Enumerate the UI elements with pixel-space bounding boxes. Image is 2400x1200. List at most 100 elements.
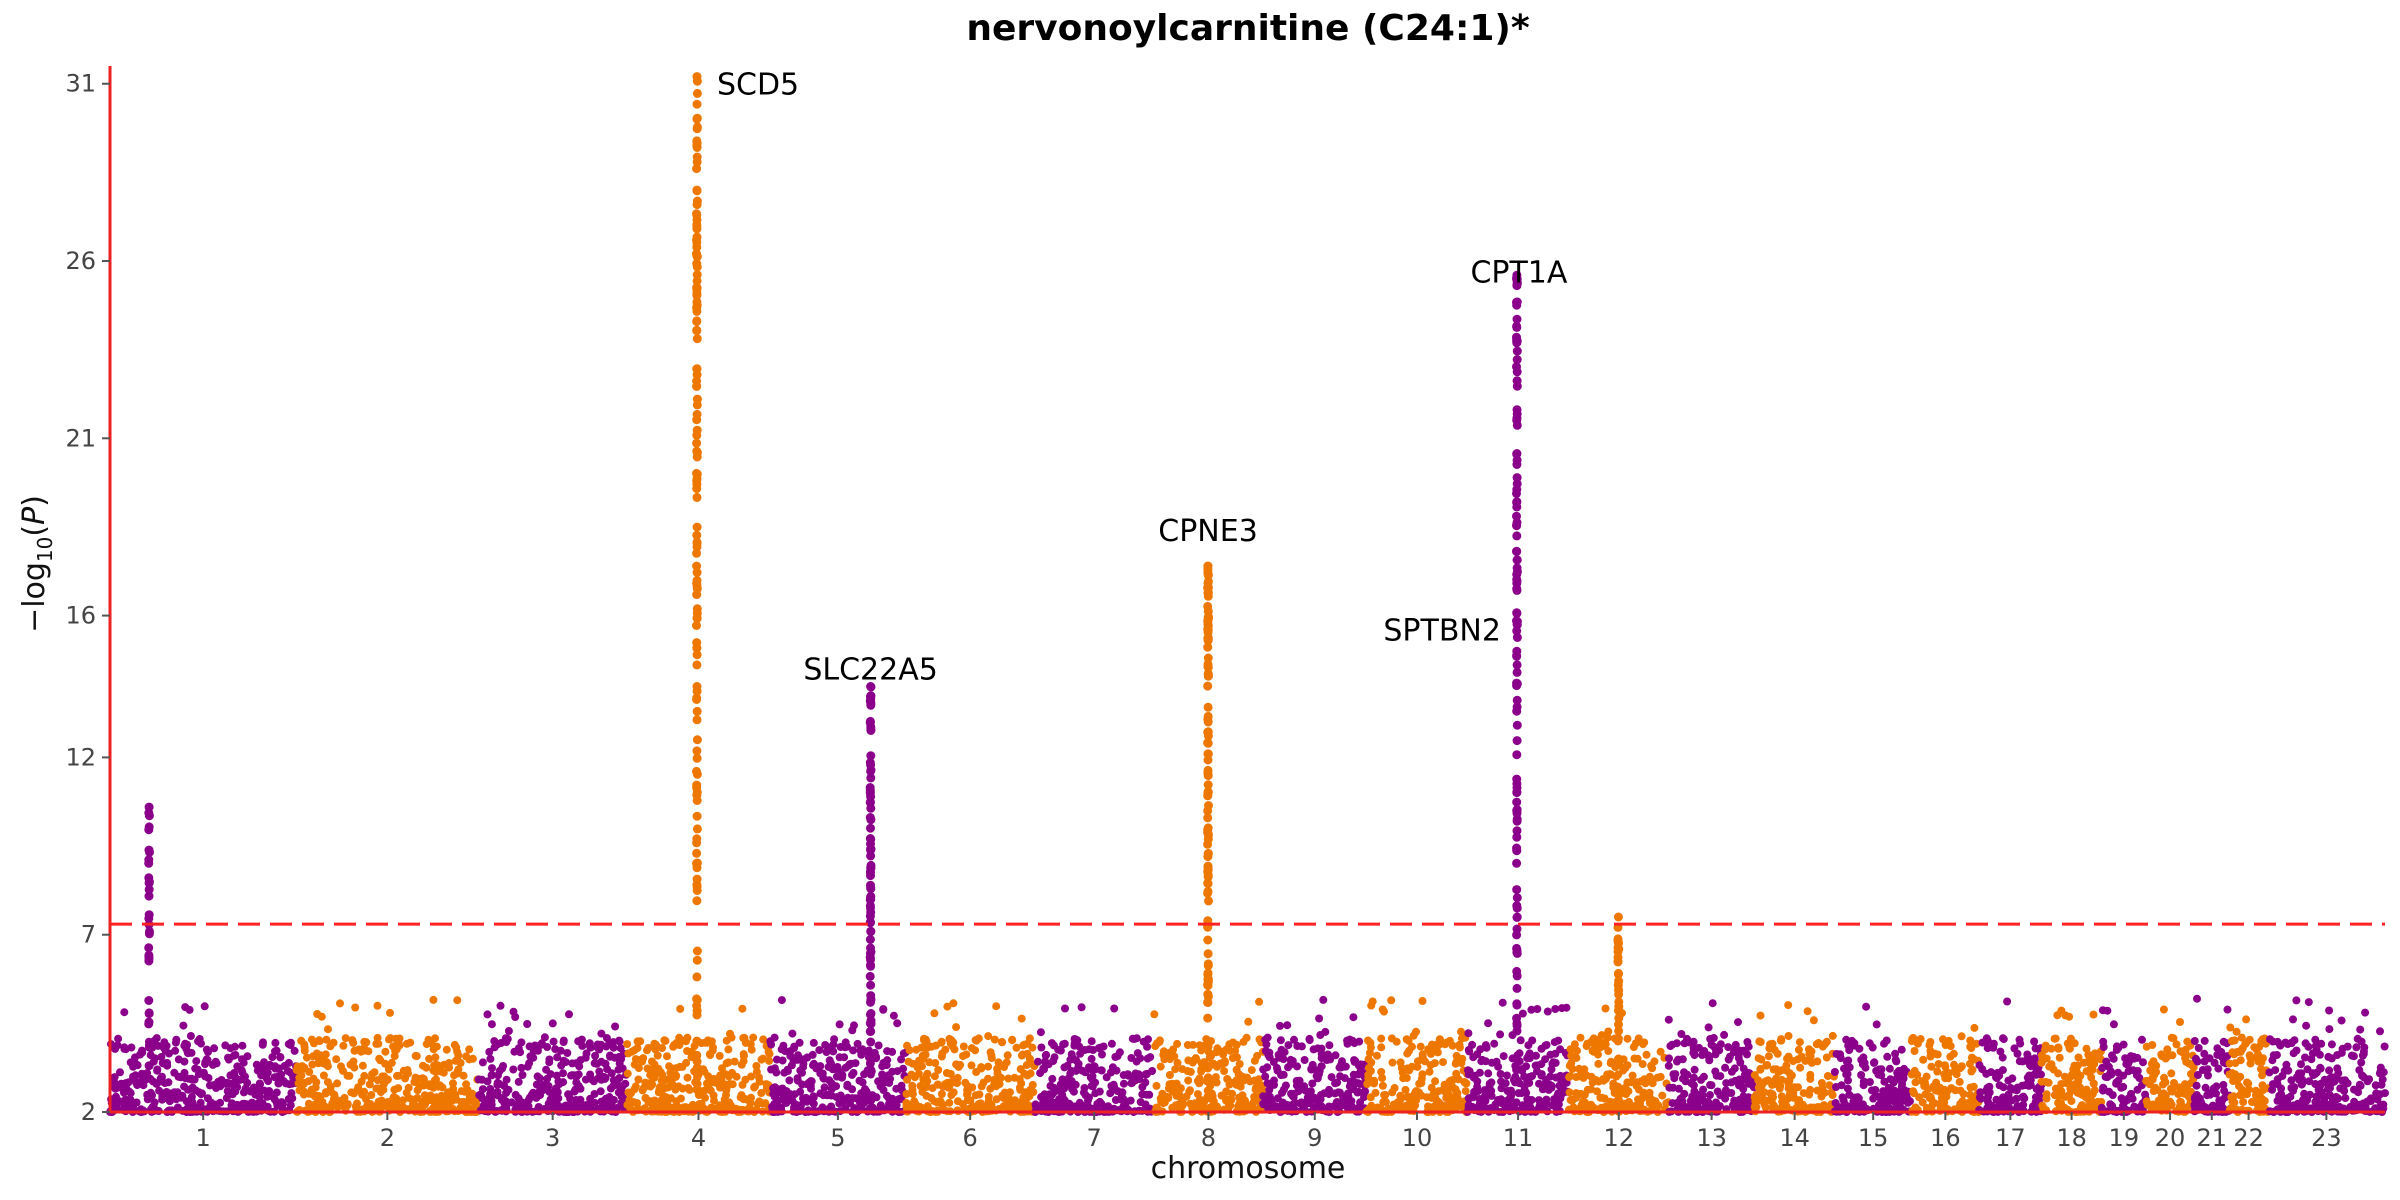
snp-point [1195, 1074, 1204, 1083]
snp-point [1087, 1037, 1096, 1046]
snp-point [304, 1089, 313, 1098]
peak-chr4-SCD5 [692, 72, 702, 1094]
snp-point [238, 1041, 247, 1050]
snp-point [1315, 1014, 1324, 1023]
snp-point [339, 1041, 348, 1050]
snp-point [623, 1040, 632, 1049]
snp-point [305, 1067, 314, 1076]
snp-point [1036, 1069, 1045, 1078]
snp-point [2258, 1081, 2267, 1090]
snp-point [384, 1065, 393, 1074]
snp-point [858, 1045, 867, 1054]
snp-point [692, 334, 702, 344]
snp-point [670, 1041, 679, 1049]
snp-point [737, 1060, 746, 1069]
snp-point [445, 1059, 454, 1067]
snp-point [1546, 1050, 1555, 1059]
snp-point [609, 1043, 618, 1052]
snp-point [295, 1086, 304, 1095]
snp-point [420, 1091, 429, 1100]
snp-point [1721, 1063, 1730, 1072]
chart-title: nervonoylcarnitine (C24:1)* [966, 8, 1530, 49]
snp-point [2357, 1058, 2366, 1067]
snp-point [2361, 1008, 2370, 1017]
snp-point [179, 1021, 188, 1030]
snp-point [171, 1038, 180, 1047]
snp-point [1061, 1004, 1069, 1013]
snp-point [692, 200, 702, 210]
snp-point [751, 1082, 759, 1091]
snp-point [2074, 1053, 2083, 1062]
snp-point [2089, 1010, 2098, 1019]
snp-point [2275, 1092, 2284, 1100]
snp-point [1496, 1030, 1505, 1039]
snp-point [386, 1034, 395, 1043]
snp-point [349, 1038, 358, 1047]
snp-point [288, 1094, 297, 1103]
snp-point [832, 1093, 841, 1102]
snp-point [1623, 1078, 1632, 1087]
snp-point [1806, 1074, 1815, 1083]
snp-point [1119, 1079, 1128, 1088]
snp-point [144, 878, 154, 888]
snp-point [710, 1096, 718, 1105]
snp-point [553, 1053, 562, 1062]
snp-point [1787, 1071, 1796, 1080]
snp-point [2044, 1078, 2053, 1087]
snp-point [1689, 1037, 1698, 1046]
snp-point [984, 1074, 992, 1083]
snp-point [372, 1084, 381, 1093]
snp-point [1868, 1043, 1877, 1052]
snp-point [1465, 1067, 1474, 1076]
snp-point [1907, 1070, 1916, 1079]
snp-point [541, 1080, 550, 1089]
snp-point [375, 1054, 384, 1063]
snp-point [1321, 1027, 1330, 1036]
snp-point [1931, 1086, 1940, 1095]
snp-point [274, 1079, 283, 1088]
snp-point [1192, 1055, 1201, 1064]
snp-point [1828, 1031, 1837, 1040]
snp-point [487, 1097, 496, 1105]
snp-point [1298, 1084, 1306, 1093]
snp-point [2177, 1102, 2186, 1110]
snp-point [187, 1092, 196, 1101]
snp-point [749, 1033, 758, 1042]
snp-point [597, 1029, 606, 1038]
snp-point [1048, 1074, 1057, 1083]
snp-point [1174, 1100, 1183, 1109]
snp-point [367, 1074, 376, 1083]
snp-point [815, 1046, 824, 1055]
snp-point [514, 1077, 523, 1086]
snp-point [2133, 1066, 2142, 1075]
chromosome-19-points [2097, 1006, 2150, 1116]
snp-point [501, 1034, 510, 1043]
snp-point [692, 1079, 702, 1089]
snp-point [1565, 1088, 1574, 1097]
snp-point [424, 1035, 433, 1044]
snp-point [533, 1072, 542, 1081]
snp-point [298, 1065, 307, 1074]
snp-point [1706, 1035, 1715, 1043]
snp-point [1228, 1054, 1237, 1062]
snp-point [1909, 1087, 1918, 1096]
snp-point [144, 811, 154, 821]
snp-point [240, 1099, 249, 1108]
snp-point [111, 1044, 120, 1053]
snp-point [1060, 1063, 1069, 1072]
snp-point [1951, 1086, 1960, 1095]
snp-point [2184, 1059, 2193, 1068]
snp-point [326, 1042, 335, 1051]
snp-point [2223, 1005, 2232, 1014]
chromosome-21-points [2190, 994, 2234, 1116]
snp-point [1987, 1068, 1995, 1077]
snp-point [923, 1077, 932, 1086]
snp-point [194, 1103, 203, 1112]
snp-point [2089, 1079, 2098, 1088]
snp-point [156, 1077, 165, 1086]
snp-point [1364, 1064, 1373, 1072]
snp-point [761, 1099, 770, 1108]
snp-point [453, 1047, 462, 1056]
snp-point [2354, 1088, 2363, 1097]
snp-point [878, 1062, 887, 1071]
